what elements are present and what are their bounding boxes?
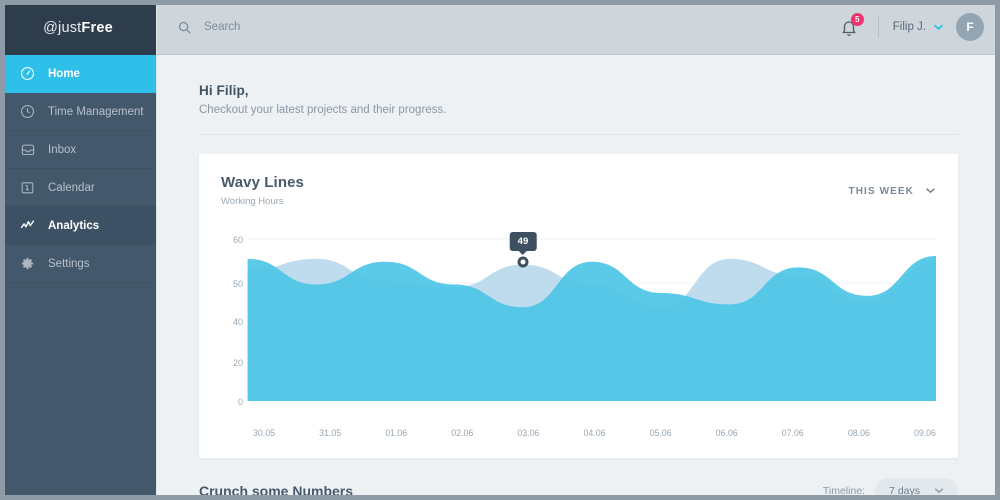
avatar[interactable]: F [956, 13, 984, 41]
chart-datapoint[interactable] [517, 256, 529, 268]
timeline-select-value: 7 days [889, 485, 920, 497]
calendar-icon [19, 179, 36, 196]
chart-x-axis: 30.05 31.05 01.06 02.06 03.06 04.06 05.06 06.06… [221, 428, 936, 438]
home-icon [19, 65, 36, 82]
notification-badge: 5 [850, 13, 864, 26]
notifications-button[interactable]: 5 [838, 13, 864, 41]
x-tick-label: 05.06 [649, 428, 672, 438]
chart-card: Wavy Lines Working Hours THIS WEEK [199, 154, 958, 458]
topbar: 5 Filip J. F [157, 0, 1000, 55]
y-tick-label: 50 [232, 279, 243, 289]
y-tick-label: 0 [237, 397, 243, 407]
sidebar-item-analytics[interactable]: Analytics [0, 207, 156, 245]
sidebar-item-home[interactable]: Home [0, 55, 156, 93]
sidebar-item-inbox[interactable]: Inbox [0, 131, 156, 169]
x-tick-label: 04.06 [583, 428, 606, 438]
window-edge-bottom [0, 495, 1000, 500]
search-input[interactable] [204, 21, 484, 33]
sidebar-item-label: Calendar [48, 181, 95, 194]
main-region: 5 Filip J. F Hi Filip, Checkout your lat… [156, 0, 1000, 500]
x-tick-label: 07.06 [781, 428, 804, 438]
chart-title: Wavy Lines [221, 174, 304, 191]
topbar-right: 5 Filip J. F [838, 13, 984, 41]
content-scroll: Hi Filip, Checkout your latest projects … [157, 55, 1000, 500]
timeline-control: Timeline: 7 days [823, 478, 958, 500]
chevron-down-icon[interactable] [933, 18, 944, 36]
chart-series-front [247, 256, 936, 401]
sidebar-item-calendar[interactable]: Calendar [0, 169, 156, 207]
sidebar-item-label: Analytics [48, 219, 100, 232]
gear-icon [19, 255, 36, 272]
chevron-down-icon [925, 186, 936, 197]
wavy-lines-chart [247, 238, 936, 401]
brand-logo[interactable]: @just Free [0, 0, 156, 55]
inbox-icon [19, 141, 36, 158]
window-edge-left [0, 0, 5, 500]
timeline-select[interactable]: 7 days [875, 478, 958, 500]
brand-suffix: Free [81, 19, 113, 36]
chart-subtitle: Working Hours [221, 196, 284, 207]
sidebar-item-label: Settings [48, 257, 90, 270]
divider [199, 134, 958, 135]
sidebar: @just Free Home Time Management [0, 0, 156, 500]
clock-icon [19, 103, 36, 120]
y-tick-label: 40 [232, 317, 243, 327]
sidebar-item-label: Time Management [48, 105, 144, 118]
search-area[interactable] [177, 20, 838, 35]
timeline-label: Timeline: [822, 485, 866, 497]
x-tick-label: 01.06 [385, 428, 408, 438]
x-tick-label: 08.06 [847, 428, 870, 438]
chevron-down-icon [934, 485, 944, 497]
x-tick-label: 06.06 [715, 428, 738, 438]
sidebar-item-settings[interactable]: Settings [0, 245, 156, 283]
window-edge-right [995, 0, 1000, 500]
x-tick-label: 31.05 [319, 428, 342, 438]
sidebar-item-label: Inbox [48, 143, 77, 156]
sidebar-item-label: Home [48, 67, 80, 80]
page-title: Hi Filip, [199, 83, 249, 98]
x-tick-label: 02.06 [451, 428, 474, 438]
y-tick-label: 60 [232, 235, 243, 245]
brand-prefix: @just [43, 19, 82, 36]
sidebar-item-time-management[interactable]: Time Management [0, 93, 156, 131]
greeting-block: Hi Filip, Checkout your latest projects … [187, 55, 970, 116]
chart-card-header: Wavy Lines Working Hours THIS WEEK [221, 174, 936, 207]
x-tick-label: 09.06 [913, 428, 936, 438]
bell-icon [840, 19, 858, 42]
chart-titles: Wavy Lines Working Hours [221, 174, 304, 207]
chart-tooltip: 49 [509, 231, 537, 251]
topbar-divider [877, 16, 879, 38]
user-name: Filip J. [892, 21, 926, 33]
page-subtitle: Checkout your latest projects and their … [199, 104, 447, 116]
range-select[interactable]: THIS WEEK [849, 186, 936, 197]
y-tick-label: 20 [232, 358, 243, 368]
analytics-icon [19, 217, 36, 234]
x-tick-label: 30.05 [253, 428, 276, 438]
x-tick-label: 03.06 [517, 428, 540, 438]
window-edge-top [0, 0, 1000, 5]
range-select-label: THIS WEEK [848, 186, 914, 197]
search-icon [177, 20, 192, 35]
chart-plot-area: 60 50 40 20 0 [221, 221, 936, 421]
